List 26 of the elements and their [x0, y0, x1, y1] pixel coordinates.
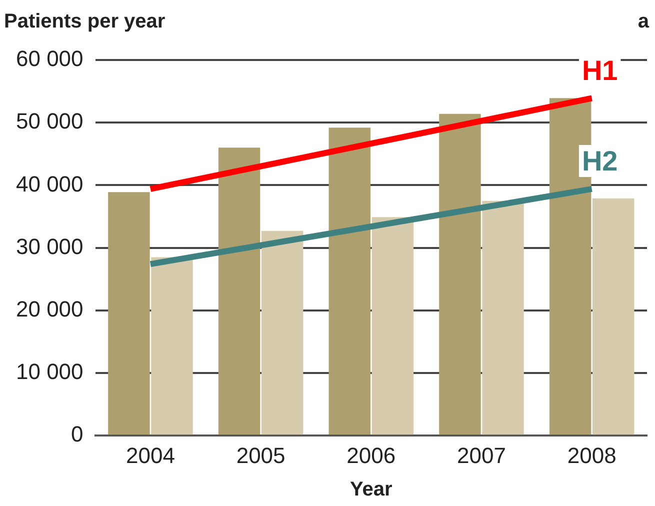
- bar: [592, 198, 634, 435]
- x-tick-label: 2006: [346, 442, 396, 468]
- bar: [439, 114, 481, 435]
- bar: [482, 200, 524, 435]
- y-tick-label: 60 000: [16, 46, 84, 72]
- chart-title: Patients per year: [4, 10, 166, 33]
- x-axis-title: Year: [350, 478, 392, 501]
- bar: [218, 148, 260, 435]
- series-label: H2: [582, 146, 618, 177]
- y-tick-label: 10 000: [16, 359, 84, 384]
- x-tick-label: 2007: [457, 442, 506, 468]
- bar: [328, 128, 370, 435]
- text: a: [638, 10, 650, 33]
- bar: [108, 192, 150, 435]
- y-tick-label: 30 000: [16, 234, 84, 259]
- x-tick-label: 2005: [236, 442, 286, 468]
- series-label: H1: [582, 54, 618, 86]
- x-tick-label: 2004: [126, 442, 175, 468]
- x-tick-label: 2008: [567, 442, 616, 468]
- y-tick-label: 50 000: [16, 108, 84, 134]
- y-tick-label: 0: [71, 422, 84, 447]
- bar: [261, 230, 304, 435]
- y-tick-label: 40 000: [16, 171, 84, 196]
- bar: [372, 217, 414, 435]
- y-tick-label: 20 000: [16, 296, 84, 322]
- bar: [151, 257, 193, 435]
